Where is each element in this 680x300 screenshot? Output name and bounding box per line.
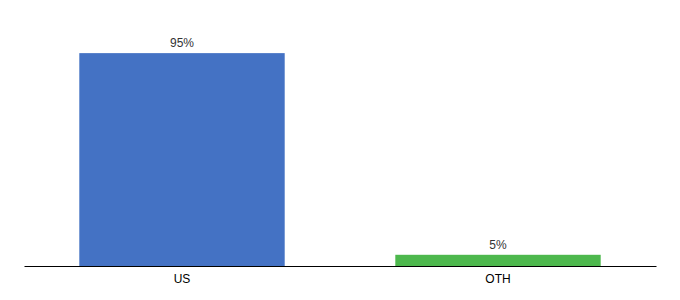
bar <box>79 53 284 266</box>
data-labels: 95% 5% <box>170 36 507 252</box>
plot: US OTH 95% 5% <box>25 36 657 285</box>
x-tick: US <box>174 272 191 286</box>
x-tick-label: OTH <box>485 272 510 286</box>
chart: US OTH 95% 5% <box>0 0 680 300</box>
data-label: 5% <box>489 238 507 252</box>
bars <box>79 53 600 266</box>
data-label: 95% <box>170 36 194 50</box>
x-axis-line <box>25 266 657 267</box>
x-axis: US OTH <box>25 267 657 286</box>
bar <box>395 255 600 266</box>
x-tick-label: US <box>174 272 191 286</box>
x-tick: OTH <box>485 272 510 286</box>
